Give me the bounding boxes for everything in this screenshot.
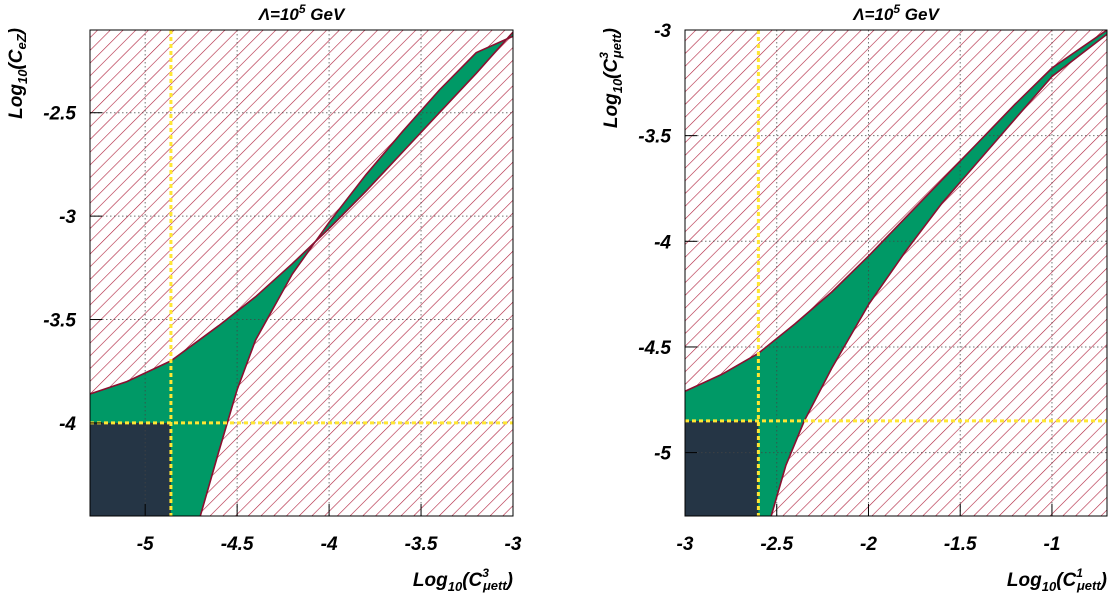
- plot-frame: [684, 29, 1108, 517]
- y-tick-label: -5: [654, 444, 671, 465]
- combined-bound-region: [90, 422, 171, 516]
- y-tick-label: -4: [654, 232, 671, 253]
- y-tick-label: -4: [59, 414, 76, 435]
- y-axis-label: Log10(C3μett): [597, 28, 625, 128]
- plot-frame: [89, 29, 514, 517]
- x-tick-label: -3: [677, 534, 694, 555]
- upper-boundary-line: [685, 30, 1107, 393]
- x-tick-label: -5: [137, 534, 154, 555]
- grid: [685, 30, 1107, 516]
- chart-panel-1: -5 -4.5 -4 -3.5 -3 -2.5 -3 -3.5 -4 Λ=105 GeV Log10…: [6, 2, 522, 594]
- x-axis-label: Log10(C3 μett): [413, 566, 513, 594]
- y-tick-label: -4.5: [638, 338, 671, 359]
- chart-title: Λ=105 GeV: [852, 2, 940, 24]
- allowed-region: [90, 32, 513, 516]
- chart-panel-2: -3 -2.5 -2 -1.5 -1 -3 -3.5 -4 -4.5 -5 Λ=105 GeV Log…: [597, 2, 1108, 594]
- upper-boundary-line: [90, 31, 513, 395]
- chart-title: Λ=105 GeV: [258, 2, 346, 24]
- allowed-region: [685, 30, 1107, 516]
- y-tick-label: -3.5: [638, 127, 671, 148]
- lower-boundary-line: [199, 35, 513, 516]
- x-tick-label: -1.5: [944, 534, 977, 555]
- y-tick-label: -3.5: [43, 311, 76, 332]
- y-tick-label: -3: [654, 21, 671, 42]
- x-tick-label: -2.5: [760, 534, 793, 555]
- y-tick-label: -3: [59, 207, 76, 228]
- combined-bound-region: [685, 420, 759, 516]
- x-tick-label: -3: [505, 534, 522, 555]
- lower-boundary-line: [770, 33, 1107, 516]
- x-tick-label: -3.5: [405, 534, 438, 555]
- x-axis-label: Log10(C1 μett): [1007, 566, 1107, 594]
- x-tick-label: -1: [1044, 534, 1061, 555]
- y-tick-label: -2.5: [43, 104, 76, 125]
- x-tick-label: -4: [321, 534, 338, 555]
- x-tick-label: -2: [860, 534, 877, 555]
- y-axis-label: Log10(CeZ): [6, 28, 30, 119]
- x-tick-label: -4.5: [221, 534, 254, 555]
